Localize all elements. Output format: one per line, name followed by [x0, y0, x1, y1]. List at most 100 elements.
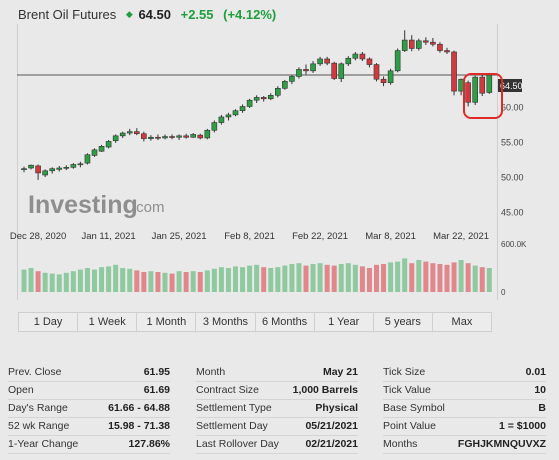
volume-bar [240, 267, 246, 292]
y-tick-label: 50.00 [501, 172, 524, 182]
candle [232, 109, 239, 117]
price-chart[interactable]: Investing .com 60.00 55.00 50.00 45.00 600.0… [0, 0, 559, 312]
stat-row: Tick Size 0.01 [383, 364, 546, 382]
volume-bar [303, 265, 309, 292]
volume-bar [345, 263, 351, 292]
candle [444, 47, 450, 55]
candle [366, 57, 373, 68]
volume-bar [49, 273, 55, 292]
stat-label: Settlement Day [196, 420, 268, 432]
volume-bar [99, 267, 105, 292]
volume-bar [127, 268, 133, 292]
stat-label: Day's Range [8, 402, 68, 414]
x-tick-label: Mar 8, 2021 [365, 231, 416, 242]
volume-bar [254, 264, 260, 292]
candle [317, 56, 323, 66]
stats-column-1: Prev. Close 61.95 Open 61.69 Day's Range 61.6… [8, 364, 170, 454]
volume-bar [331, 265, 337, 292]
volume-bar [437, 264, 443, 292]
candle [394, 48, 401, 73]
volume-bar [148, 271, 154, 292]
volume-bar [77, 269, 83, 292]
candle [21, 166, 27, 173]
candle [451, 50, 457, 96]
volume-bar [233, 266, 238, 292]
price-change-pct: (+4.12%) [223, 7, 277, 23]
stat-label: Open [8, 384, 34, 396]
watermark-brand: Investing [28, 191, 138, 219]
volume-bar [268, 268, 274, 292]
candle [331, 61, 338, 80]
x-tick-label: Feb 8, 2021 [224, 231, 275, 242]
x-tick-label: Feb 22, 2021 [292, 231, 348, 242]
candle [282, 79, 288, 90]
range-button-1-month[interactable]: 1 Month [137, 313, 197, 331]
stat-value: 02/21/2021 [305, 438, 358, 450]
stat-value: 05/21/2021 [305, 420, 358, 432]
range-button-1-week[interactable]: 1 Week [78, 313, 138, 331]
highlight-box [463, 73, 503, 119]
volume-bar [190, 271, 196, 292]
candle [211, 120, 218, 133]
stat-row: 52 wk Range 15.98 - 71.38 [8, 418, 170, 436]
volume-bar [134, 270, 140, 292]
stat-value: 127.86% [128, 438, 170, 450]
volume-bar [42, 272, 48, 292]
range-button-max[interactable]: Max [451, 316, 473, 328]
stat-label: Month [196, 366, 226, 378]
stat-value: 61.95 [143, 366, 170, 378]
range-button-5-years[interactable]: 5 years [374, 313, 433, 331]
volume-bar [225, 268, 231, 292]
candle [84, 153, 91, 165]
candle [472, 75, 479, 106]
candle [324, 56, 330, 66]
stat-value: 0.01 [525, 366, 546, 378]
volume-bar [106, 266, 112, 292]
candle [387, 68, 394, 85]
volume-bar [21, 269, 27, 292]
stat-row: Prev. Close 61.95 [8, 364, 170, 382]
stat-row: Base Symbol B [383, 400, 546, 418]
volume-bar [395, 261, 401, 292]
instrument-header: Brent Oil Futures ◆ 64.50 +2.55 (+4.12%) [18, 6, 276, 26]
stat-row: Last Rollover Day 02/21/2021 [196, 436, 358, 454]
price-change: +2.55 [180, 7, 214, 23]
volume-bar [35, 271, 41, 292]
candle [162, 134, 168, 140]
range-button-6-months[interactable]: 6 Months [256, 313, 315, 331]
stat-value: 61.66 - 64.88 [108, 402, 170, 414]
candle [338, 62, 345, 83]
range-button-1-day[interactable]: 1 Day [19, 313, 79, 331]
stat-label: Months [383, 438, 418, 450]
candle [77, 161, 84, 168]
volume-bar [359, 266, 365, 292]
candle [148, 135, 154, 141]
candle [225, 112, 232, 121]
candle [105, 140, 112, 149]
stat-value: B [538, 402, 546, 414]
candle [289, 75, 295, 85]
stat-value: Physical [315, 402, 358, 414]
volume-bar [486, 268, 492, 292]
investing-watermark: Investing .com [28, 191, 165, 219]
volume-bar [465, 263, 471, 292]
candle [239, 104, 246, 113]
candle [63, 165, 70, 171]
candle [28, 164, 34, 170]
volume-bar [388, 262, 394, 292]
stat-value: 61.69 [143, 384, 170, 396]
range-button-3-months[interactable]: 3 Months [196, 313, 256, 331]
candle [141, 131, 147, 142]
range-button-1-year[interactable]: 1 Year [315, 313, 374, 331]
last-price: 64.50 [138, 7, 171, 23]
stat-label: Contract Size [196, 384, 260, 396]
candle [246, 98, 253, 108]
watermark-suffix: .com [132, 199, 165, 216]
volume-bar [176, 271, 182, 292]
candle [119, 131, 126, 138]
x-tick-label: Dec 28, 2020 [10, 231, 67, 242]
candle [401, 30, 408, 52]
volume-bar [204, 270, 210, 292]
volume-bar [381, 264, 387, 292]
candle [98, 144, 105, 152]
